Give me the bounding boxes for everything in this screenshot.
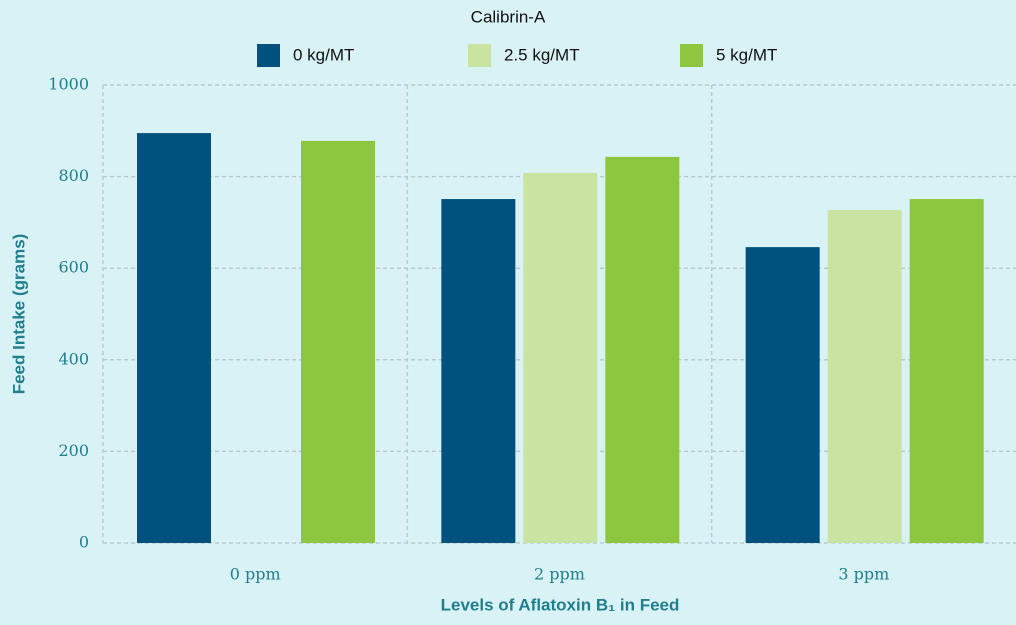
bar [137,133,211,543]
legend-label: 2.5 kg/MT [504,45,580,64]
x-tick-label: 3 ppm [838,565,889,584]
legend-swatch [257,44,280,67]
y-tick-label: 800 [58,166,89,185]
legend-swatch [468,44,491,67]
bar [605,156,680,543]
y-tick-label: 1000 [48,75,89,94]
x-tick-label: 2 ppm [534,565,585,584]
legend-label: 5 kg/MT [716,45,777,64]
x-axis-title: Levels of Aflatoxin B₁ in Feed [441,595,680,614]
bar [301,140,375,543]
y-tick-label: 200 [58,441,89,460]
bar [827,210,902,543]
y-tick-label: 0 [79,533,89,552]
bar [909,199,984,544]
y-axis-title: Feed Intake (grams) [9,234,28,395]
bar [745,247,820,543]
bar [441,199,516,544]
legend-title: Calibrin-A [471,7,546,26]
legend-label: 0 kg/MT [293,45,354,64]
y-tick-label: 600 [58,258,89,277]
bar [523,172,598,543]
legend-swatch [680,44,703,67]
x-tick-label: 0 ppm [230,565,281,584]
y-tick-label: 400 [58,349,89,368]
